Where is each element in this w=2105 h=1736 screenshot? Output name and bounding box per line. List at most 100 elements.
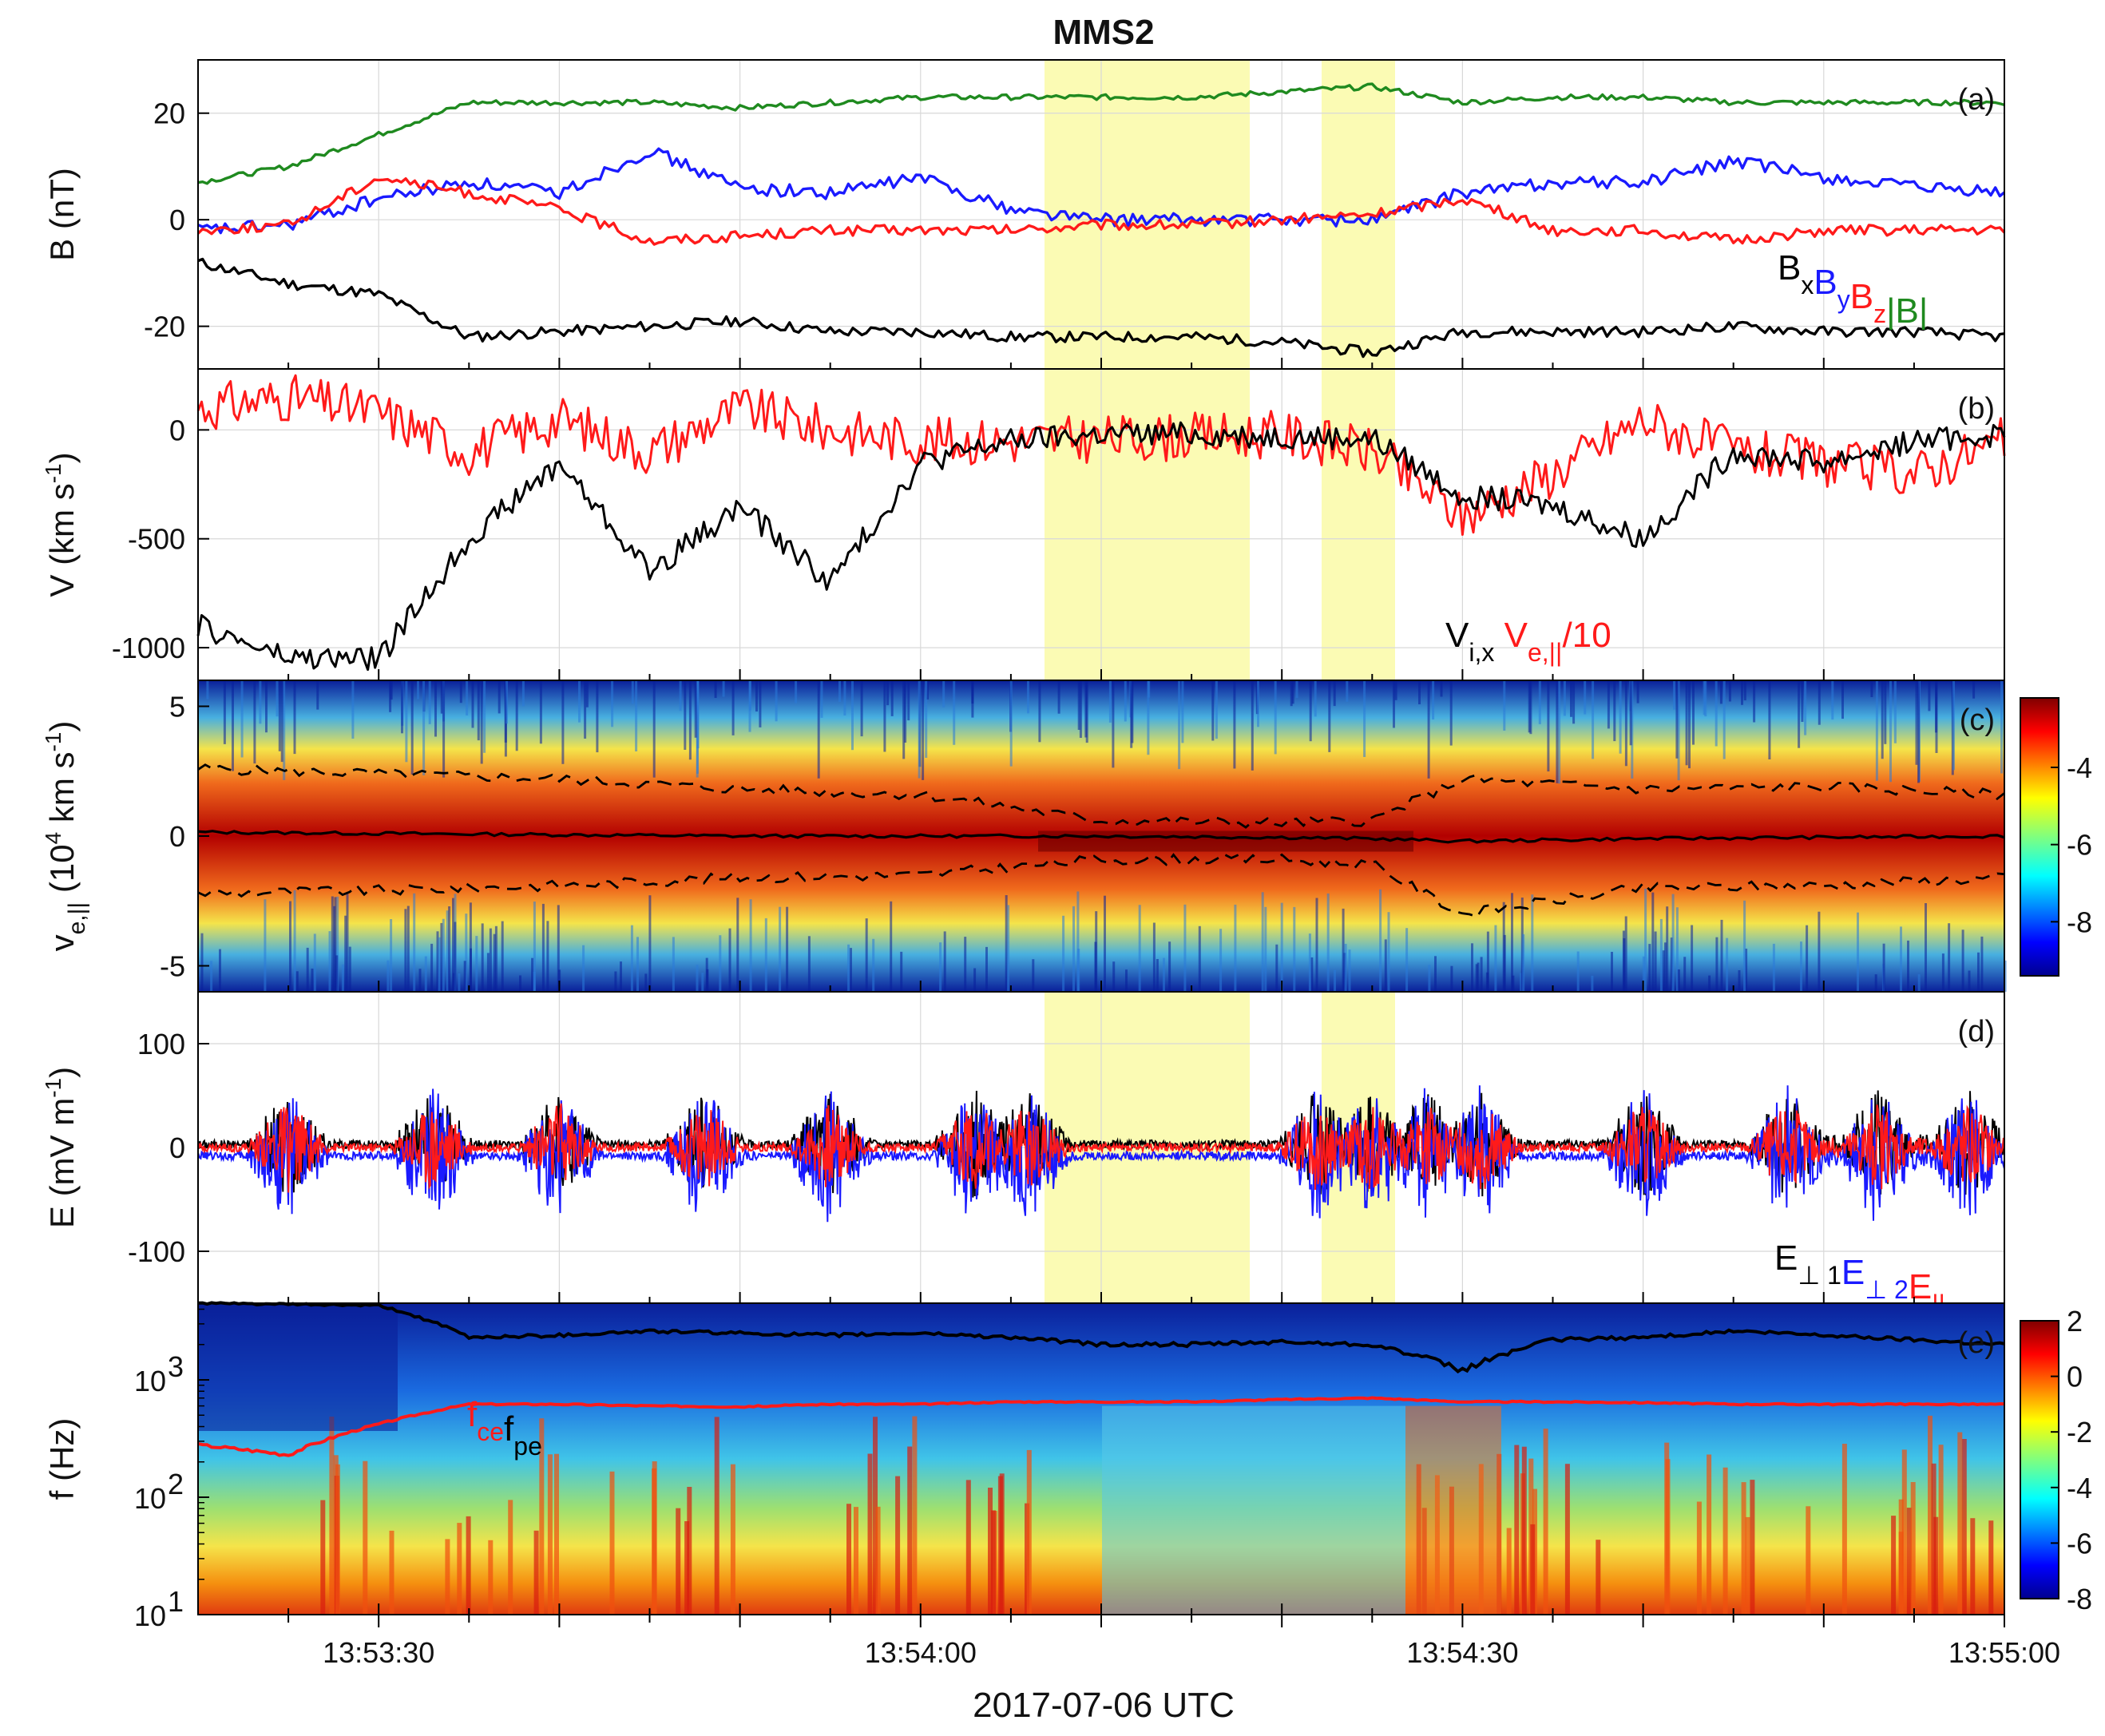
spectrogram-streak [1677,969,1680,992]
spectrogram-streak [759,680,762,727]
spectrogram-streak [1076,891,1080,992]
y-axis-label: ve,|| (104 km s-1) [41,721,90,952]
spectrogram-streak [1703,680,1706,715]
spectrogram-streak [471,680,474,728]
spectrogram-burst [1664,1442,1670,1615]
spectrogram-streak [405,680,408,763]
spectrogram-streak [422,680,426,775]
spectrogram-streak [1290,680,1293,707]
spectrogram-streak [440,922,443,992]
panel-d-electric-field: 100 0 -100 E (mV m-1) (d) E⊥ 1E⊥ 2E|| [41,991,2005,1318]
spectrogram-streak [1977,952,1980,992]
spectrogram-streak [1062,915,1065,992]
spectrogram-streak [1178,680,1181,770]
series-line-bx [197,257,2005,359]
spectrogram-streak [1511,893,1513,992]
spectrogram-streak [546,921,549,992]
spectrogram-streak [333,906,336,992]
upper-dashed-line [197,763,2005,829]
spectrogram-streak [684,680,687,750]
y-tick-label: 5 [169,691,185,723]
spectrogram-burst [687,1487,692,1615]
spectrogram-streak [1520,973,1523,992]
spectrogram-streak [1394,680,1397,700]
spectrogram-streak [1925,903,1927,992]
spectrogram-streak [953,680,956,745]
spectrogram-streak [1315,898,1318,992]
x-tick-label: 13:53:30 [323,1636,434,1669]
spectrogram-streak [448,906,451,992]
spectrogram-burst [684,1521,690,1615]
spectrogram-streak [1057,680,1060,714]
spectrogram-streak [652,680,656,778]
spectrogram-burst [1564,1464,1570,1615]
spectrogram-streak [1818,680,1821,725]
spectrogram-burst [676,1508,681,1615]
spectrogram-burst [1841,1444,1847,1615]
spectrogram-burst [1961,1439,1967,1615]
time-axis: 13:53:30 13:54:00 13:54:30 13:55:00 [287,358,2060,1669]
spectrogram-streak [1005,895,1008,992]
spectrogram-streak [1743,680,1746,701]
y-axis-label: B (nT) [43,168,81,261]
spectrogram-streak [1233,680,1236,769]
y-tick-label: 100 [137,1028,185,1060]
spectrogram-streak [679,680,682,711]
spectrogram-burst [1988,1520,1994,1615]
spectrogram-streak [872,938,875,992]
spectrogram-streak [1654,931,1657,992]
spectrogram-burst [389,1530,394,1615]
spectrogram-burst [1741,1482,1746,1615]
spectrogram-streak [696,965,699,992]
spectrogram-streak [498,680,501,714]
spectrogram-streak [1753,680,1756,723]
spectrogram-streak [276,680,279,717]
y-tick-label: 0 [169,1132,185,1164]
spectrogram-burst [1957,1432,1963,1615]
spectrogram-streak [939,942,942,992]
spectrogram-burst [1596,1540,1601,1615]
spectrogram-streak [1642,956,1645,992]
legend-velocity: Vi,x Ve,|| /10 [1445,616,1611,667]
spectrogram-burst [329,1417,335,1615]
spectrogram-streak [1257,680,1259,727]
panel-b-velocity: 0 -500 -1000 V (km s-1) (b) Vi,x Ve,|| /10 [41,368,2006,681]
spectrogram-streak [1503,680,1506,731]
spectrogram-streak [406,906,410,992]
spectrogram-streak [1644,888,1647,992]
spectrogram-streak [1264,906,1267,992]
y-tick-label: -500 [128,523,185,556]
spectrogram-streak [1726,937,1729,992]
spectrogram-streak [1198,925,1201,992]
spectrogram-streak [533,902,536,992]
spectrogram-streak [1704,680,1707,717]
colorbar-tick-label: 2 [2067,1305,2083,1338]
spectrogram-streak [1079,680,1082,738]
spectrogram-streak [1677,680,1680,781]
spectrogram-streak [1291,680,1294,704]
spectrogram-streak [1719,680,1722,704]
spectrogram-streak [971,680,974,704]
spectrogram-streak [1450,965,1453,992]
spectrogram-burst [1026,1449,1032,1615]
spectrogram-streak [1529,680,1532,735]
spectrogram-streak [926,680,929,700]
spectrogram-streak [614,971,617,992]
y-tick-label: 10 [134,1365,166,1397]
spectrogram-burst [854,1507,858,1615]
spectrogram-streak [688,680,692,760]
spectrogram-streak [480,680,483,764]
x-tick-label: 13:54:30 [1406,1636,1518,1669]
spectrogram-streak [1440,680,1443,697]
series-line-absbabs [197,82,2005,185]
spectrogram-streak [1531,894,1534,992]
spectrogram-streak [1183,904,1187,992]
spectrogram-streak [922,680,925,780]
spectrogram-streak [2000,680,2004,774]
spectrogram-streak [1941,953,1944,992]
spectrogram-streak [1611,952,1613,992]
spectrogram-streak [1152,922,1156,992]
spectrogram-streak [1935,680,1938,753]
spectrogram-streak [265,680,268,733]
spectrogram-streak [1393,680,1395,728]
